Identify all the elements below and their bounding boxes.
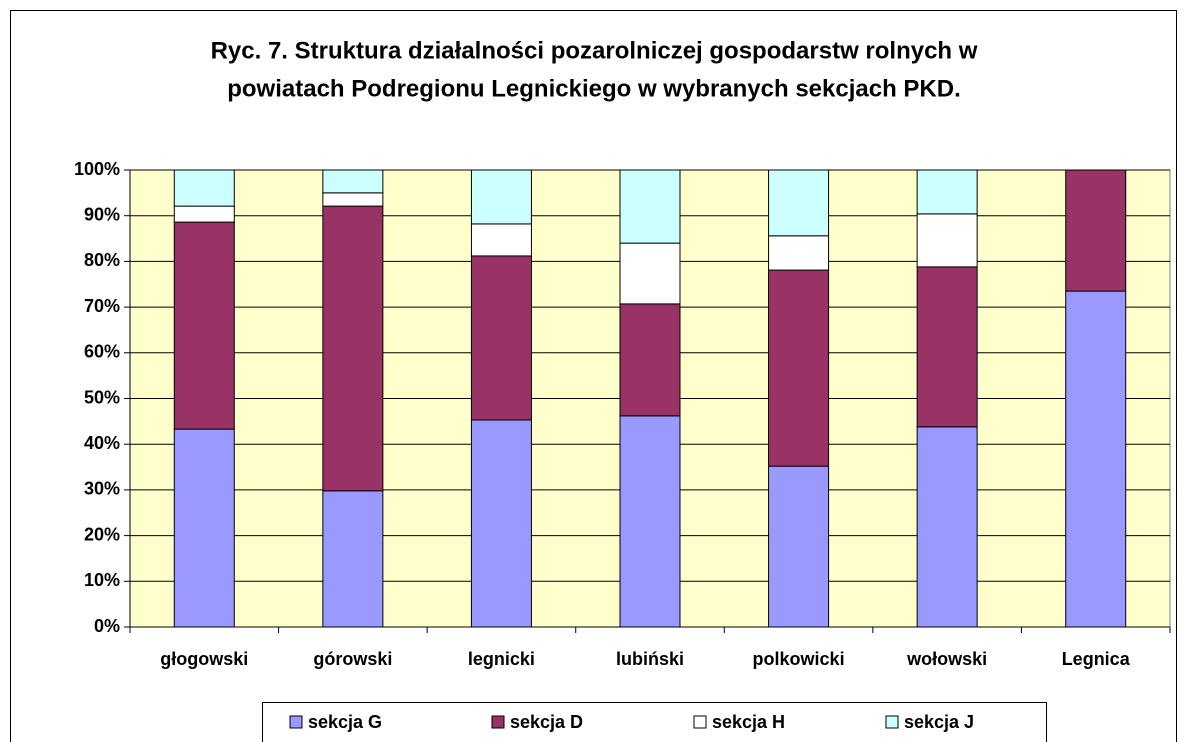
- legend-swatch: [289, 715, 303, 729]
- bar-segment: [173, 221, 235, 430]
- legend-label: sekcja G: [308, 712, 382, 732]
- bar-segment: [322, 205, 384, 492]
- x-tick-label: górowski: [313, 649, 392, 669]
- legend-swatch: [693, 715, 707, 729]
- bar-segment: [768, 169, 830, 237]
- y-tick-label: 60%: [84, 342, 120, 362]
- legend-swatch: [885, 715, 899, 729]
- x-tick-label: legnicki: [468, 649, 535, 669]
- legend-swatch: [491, 715, 505, 729]
- x-tick-label: wołowski: [906, 649, 987, 669]
- y-tick-label: 100%: [74, 159, 120, 179]
- bar-segment: [768, 235, 830, 271]
- bar-segment: [619, 169, 681, 244]
- bar-segment: [173, 428, 235, 628]
- bar-segment: [470, 223, 532, 257]
- bar-segment: [619, 242, 681, 305]
- x-tick-label: głogowski: [160, 649, 248, 669]
- chart-title: Ryc. 7. Struktura działalności pozarolni…: [211, 37, 978, 64]
- bar-segment: [768, 269, 830, 467]
- bar-segment: [322, 169, 384, 194]
- bar-segment: [173, 205, 235, 223]
- bar-segment: [470, 169, 532, 225]
- bar-segment: [470, 419, 532, 628]
- bar-segment: [916, 266, 978, 428]
- bar-segment: [768, 465, 830, 628]
- y-tick-label: 20%: [84, 524, 120, 544]
- y-tick-label: 10%: [84, 570, 120, 590]
- legend-label: sekcja J: [904, 712, 974, 732]
- y-tick-label: 40%: [84, 433, 120, 453]
- y-tick-label: 90%: [84, 204, 120, 224]
- bar-segment: [322, 192, 384, 207]
- y-tick-label: 30%: [84, 479, 120, 499]
- bar-segment: [1065, 290, 1127, 628]
- x-tick-label: Legnica: [1062, 649, 1131, 669]
- bar-segment: [619, 415, 681, 628]
- bar-segment: [470, 255, 532, 421]
- x-tick-label: lubiński: [616, 649, 684, 669]
- chart-title: powiatach Podregionu Legnickiego w wybra…: [227, 75, 961, 102]
- bar-segment: [1065, 169, 1127, 292]
- y-tick-label: 70%: [84, 296, 120, 316]
- y-tick-label: 50%: [84, 387, 120, 407]
- x-tick-label: polkowicki: [753, 649, 845, 669]
- y-tick-label: 0%: [94, 616, 120, 636]
- legend-label: sekcja D: [510, 712, 583, 732]
- bar-segment: [916, 213, 978, 268]
- bar-segment: [916, 426, 978, 628]
- legend-label: sekcja H: [712, 712, 785, 732]
- bar-segment: [916, 169, 978, 215]
- bar-segment: [322, 490, 384, 628]
- bar-segment: [619, 303, 681, 417]
- y-tick-label: 80%: [84, 250, 120, 270]
- legend-box: [262, 702, 1047, 742]
- bar-segment: [173, 169, 235, 207]
